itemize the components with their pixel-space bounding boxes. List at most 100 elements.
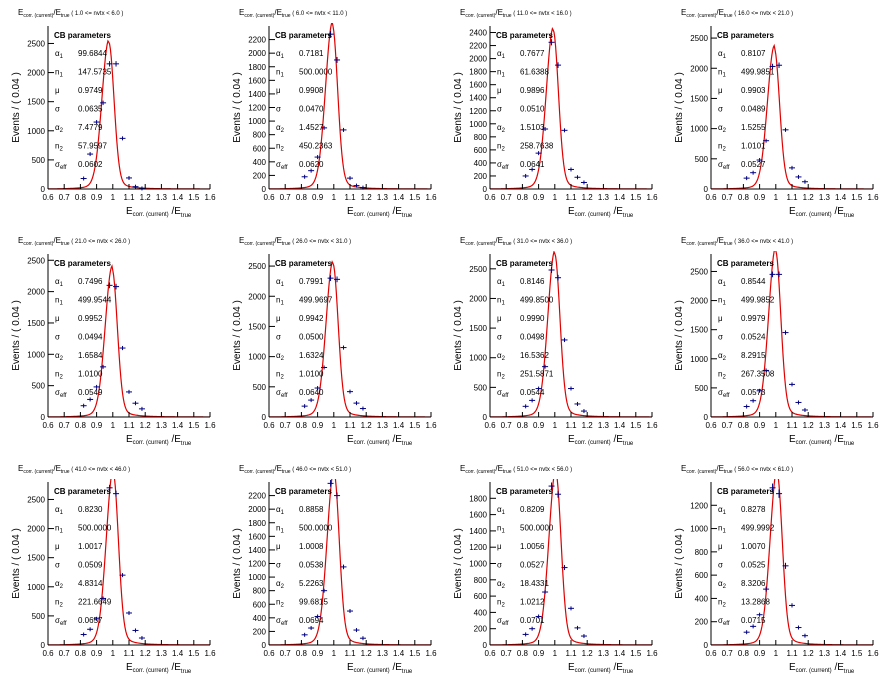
param-value: 13.2868 [741,598,770,607]
param-value: 0.0500 [299,333,324,342]
param-symbol: μ [55,86,60,95]
xlabel-sub2: true [181,213,192,219]
param-value: 1.4527 [299,123,324,132]
param-value: 499.9544 [78,296,112,305]
param-symbol: μ [276,86,281,95]
xlabel-sub2: true [181,441,192,447]
title-sub: corr. (current) [465,469,495,475]
param-value: 147.5735 [78,68,112,77]
param-sym: n [497,598,501,607]
param-value: 221.6649 [78,598,112,607]
y-tick-label: 0 [41,641,46,650]
title-main: E [460,464,465,473]
param-value: 16.5362 [520,351,549,360]
x-tick-label: 0.8 [517,193,529,202]
title-sub2: true [282,469,291,475]
param-sym: μ [276,86,281,95]
y-tick-label: 2500 [27,495,45,504]
param-sym: n [497,296,501,305]
x-tick-label: 1.6 [867,193,879,202]
param-symbol: n1 [497,296,505,307]
param-sym: μ [55,86,60,95]
xlabel-main: E [126,206,133,217]
title-sub2: true [503,241,512,247]
fit-curve [48,264,210,417]
param-symbol: σ [55,561,60,570]
x-tick-label: 1.1 [344,193,356,202]
param-symbol: μ [718,86,723,95]
xlabel-main: E [568,434,575,445]
fit-curve [269,260,431,417]
title-range: ( 46.0 <= nvtx < 51.0 ) [291,467,352,473]
x-tick-label: 1.1 [565,649,577,658]
param-sym: α [497,351,502,360]
param-value: 267.3508 [741,370,775,379]
xlabel-sub: corr. (current) [575,212,611,218]
y-tick-label: 0 [483,185,488,194]
x-tick-label: 1.3 [819,193,831,202]
x-tick-label: 1.2 [582,193,594,202]
title-div: /E [716,464,724,473]
title-range: ( 31.0 <= nvtx < 36.0 ) [512,239,573,245]
y-tick-label: 1600 [248,532,266,541]
param-symbol: α1 [55,505,64,516]
chart-panel: Ecorr. (current)/Etrue ( 1.0 <= nvtx < 6… [11,8,216,219]
param-sym: α [718,579,723,588]
param-symbol: μ [718,542,723,551]
legend-header: CB parameters [717,31,774,40]
param-sym: n [497,370,501,379]
y-tick-label: 500 [695,384,709,393]
param-symbol: α2 [276,123,285,134]
param-value: 0.0489 [741,105,766,114]
param-value: 0.7991 [299,277,324,286]
param-value: 1.6324 [299,351,324,360]
y-tick-label: 0 [483,641,488,650]
param-sub: 1 [60,54,64,60]
param-symbol: α1 [497,277,506,288]
param-value: 499.9697 [299,296,333,305]
param-symbol: μ [718,314,723,323]
param-symbol: n2 [497,370,505,381]
param-sym: α [718,123,723,132]
param-sub: 1 [722,301,726,307]
param-sym: α [497,277,502,286]
title-range: ( 36.0 <= nvtx < 41.0 ) [733,239,794,245]
y-tick-label: 1200 [469,543,487,552]
title-sub: corr. (current) [465,13,495,19]
title-main: E [681,464,686,473]
param-value: 251.5871 [520,370,554,379]
fit-curve [490,251,652,417]
y-tick-label: 1200 [248,104,266,113]
x-tick-label: 1.3 [598,649,610,658]
param-symbol: n2 [55,598,63,609]
x-axis-label: Ecorr. (current) /Etrue [126,434,192,447]
title-main: E [18,8,23,17]
param-symbol: n2 [718,370,726,381]
y-tick-label: 0 [704,413,709,422]
x-tick-label: 1.4 [835,649,847,658]
y-tick-label: 1800 [469,68,487,77]
chart-panel: Ecorr. (current)/Etrue ( 16.0 <= nvtx < … [674,8,879,219]
param-value: 4.8314 [78,579,103,588]
param-symbol: α2 [718,579,727,590]
title-div: /E [495,8,503,17]
x-tick-label: 1.5 [409,421,421,430]
x-axis-label: Ecorr. (current) /Etrue [347,434,413,447]
x-tick-label: 0.8 [296,421,308,430]
xlabel-sub2: true [623,213,634,219]
xlabel-sub: corr. (current) [575,440,611,446]
chart-panel: Ecorr. (current)/Etrue ( 51.0 <= nvtx < … [453,464,658,675]
y-tick-label: 1500 [27,554,45,563]
param-sym: α [718,351,723,360]
param-symbol: α1 [276,49,285,60]
param-sym: n [276,68,280,77]
x-tick-label: 0.9 [533,193,545,202]
x-tick-label: 0.8 [738,649,750,658]
y-tick-label: 1500 [248,322,266,331]
param-symbol: n2 [497,598,505,609]
param-value: 0.0494 [78,333,103,342]
x-tick-label: 0.6 [263,193,275,202]
param-value: 0.8858 [299,505,324,514]
